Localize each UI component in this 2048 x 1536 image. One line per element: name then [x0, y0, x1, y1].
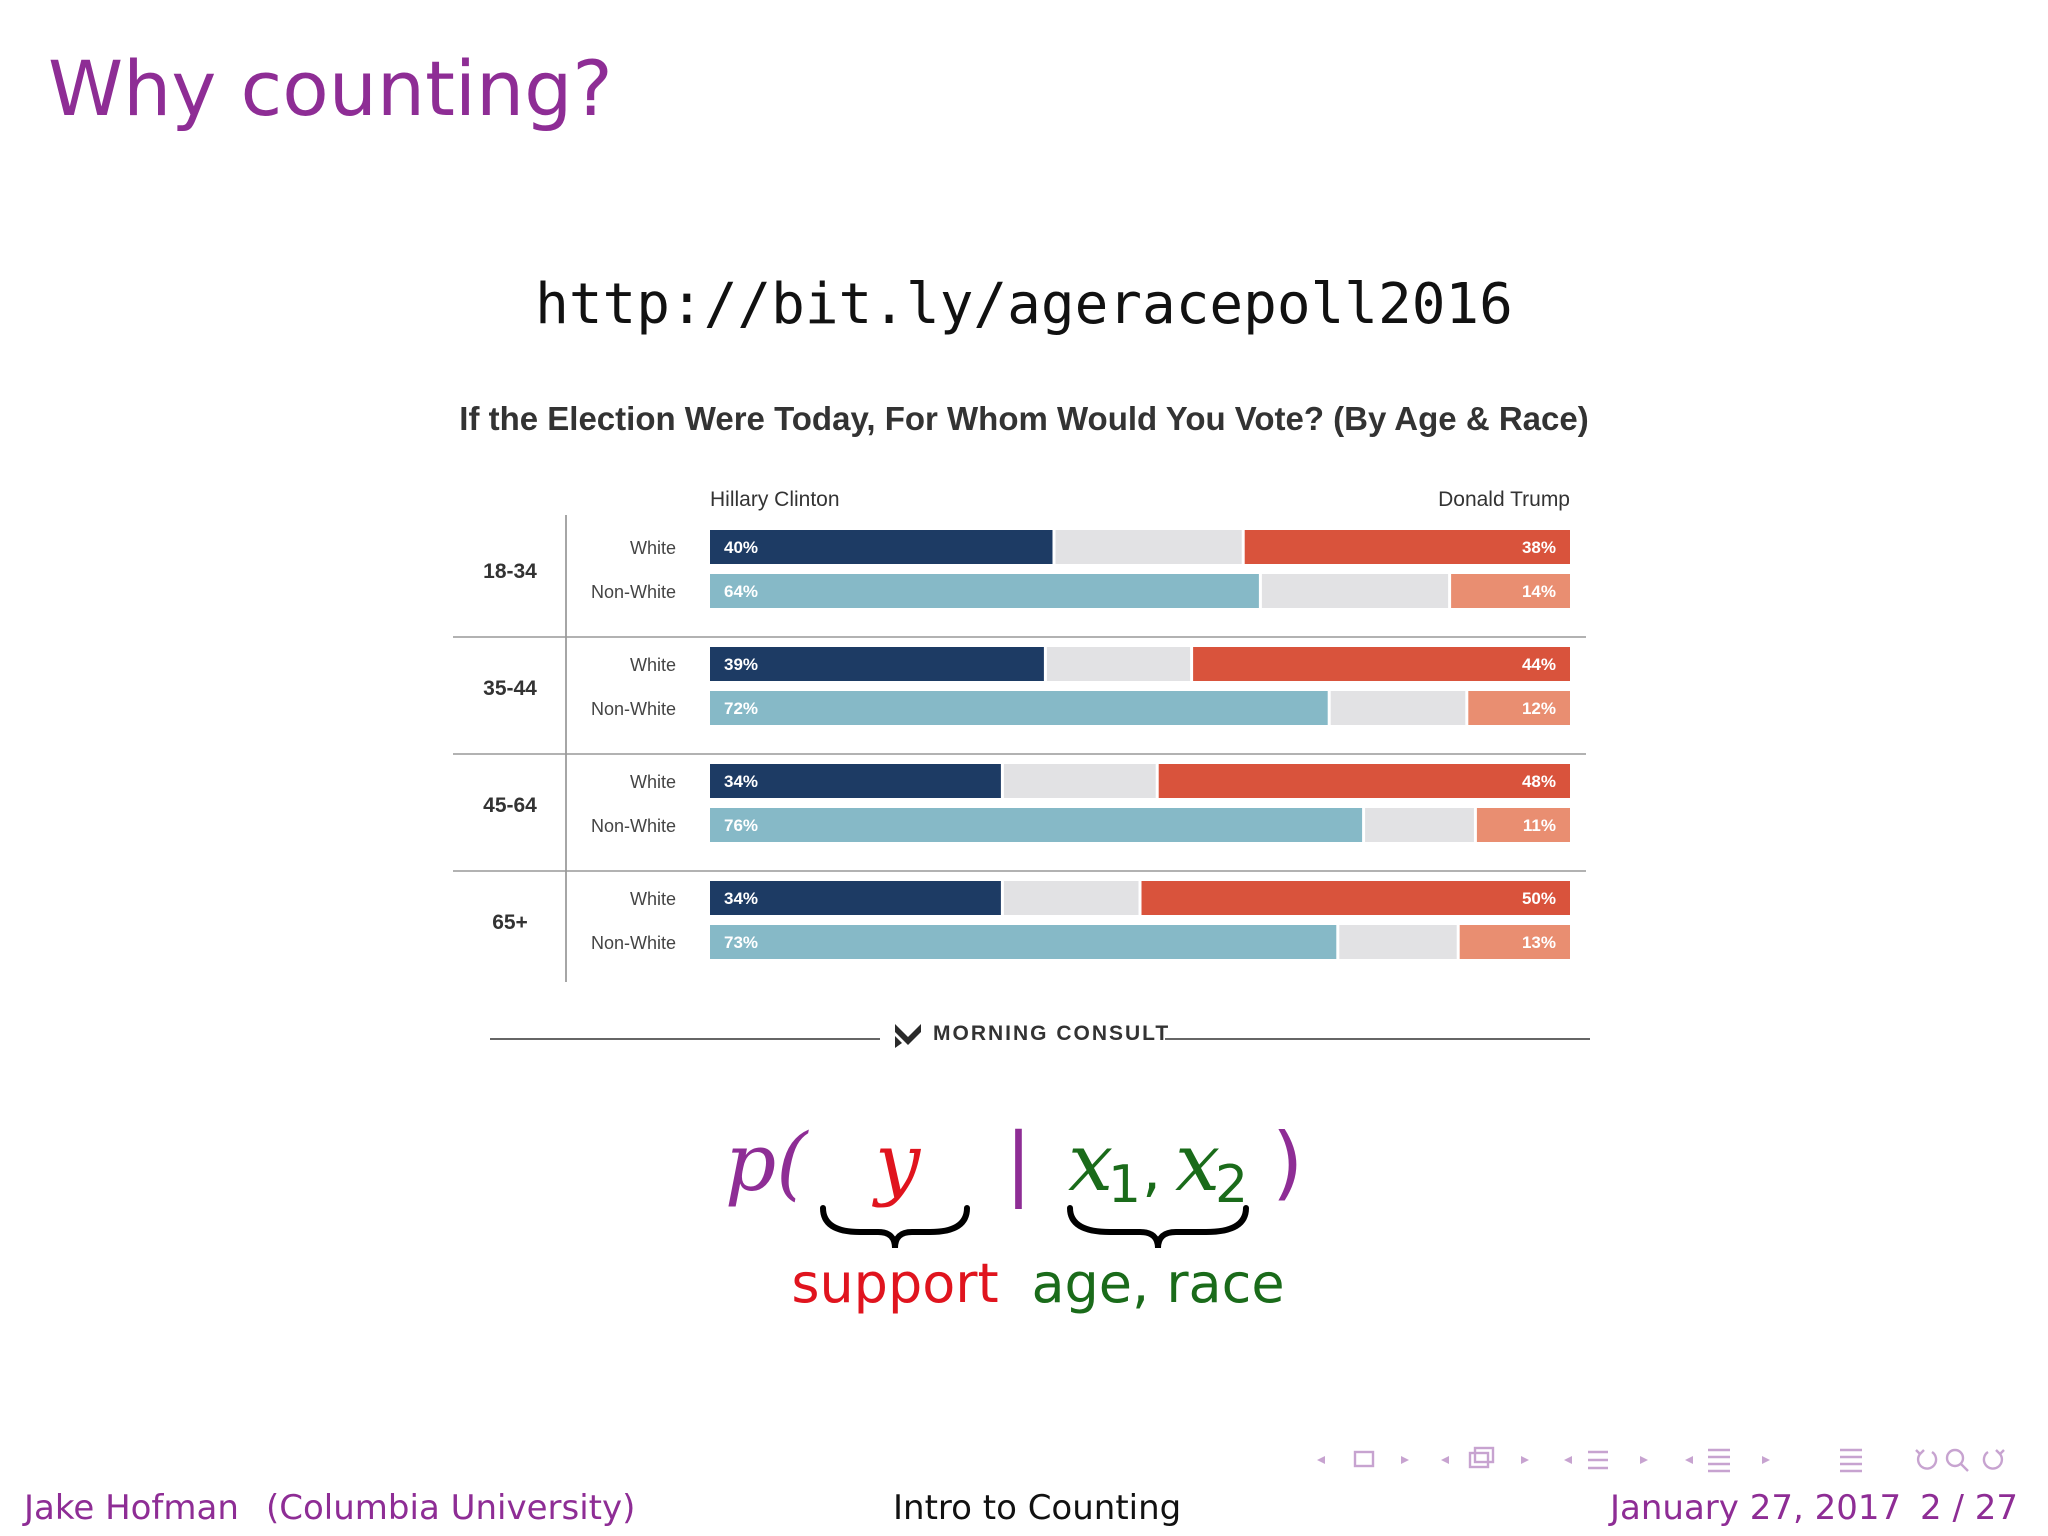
age-group-label: 18-34	[483, 560, 537, 583]
trump-bar	[1140, 881, 1570, 915]
age-group-label: 65+	[492, 911, 528, 934]
formula-given-bar: |	[1005, 1116, 1032, 1210]
formula-close-paren: )	[1272, 1116, 1303, 1209]
nav-subsection-group[interactable]	[1564, 1450, 1648, 1470]
footer-affiliation: (Columbia University)	[266, 1488, 636, 1528]
trump-value-label: 50%	[1522, 889, 1556, 908]
footer-date: January 27, 2017	[1610, 1488, 1902, 1528]
footer-page-number: 2 / 27	[1920, 1488, 2018, 1528]
formula-x1-subscript: 1	[1108, 1155, 1141, 1215]
clinton-bar	[710, 647, 1046, 681]
brand-name: MORNING CONSULT	[933, 1022, 1171, 1045]
trump-bar	[1475, 808, 1570, 842]
support-label: support	[791, 1252, 998, 1315]
trump-value-label: 11%	[1523, 816, 1556, 835]
legend-clinton: Hillary Clinton	[710, 488, 840, 511]
nav-frame-group[interactable]	[1317, 1450, 1409, 1468]
clinton-bar	[710, 881, 1003, 915]
footer-author: Jake Hofman	[24, 1488, 239, 1528]
race-label: White	[630, 772, 676, 792]
nav-search-icons[interactable]	[1915, 1448, 2005, 1472]
trump-value-label: 44%	[1522, 655, 1556, 674]
chart-title: If the Election Were Today, For Whom Wou…	[459, 400, 1589, 437]
trump-bar	[1157, 764, 1570, 798]
covariates-brace-icon	[1067, 1205, 1249, 1249]
formula-x2: x	[1175, 1116, 1220, 1209]
clinton-bar	[710, 925, 1338, 959]
trump-bar	[1191, 647, 1570, 681]
formula-x2-subscript: 2	[1215, 1155, 1248, 1215]
slide-title: Why counting?	[48, 44, 613, 133]
race-label: Non-White	[591, 816, 676, 836]
formula-comma: ,	[1142, 1135, 1161, 1205]
clinton-bar	[710, 530, 1054, 564]
formula-x1: x	[1068, 1116, 1113, 1209]
race-label: White	[630, 538, 676, 558]
clinton-bar	[710, 691, 1330, 725]
support-brace-icon	[820, 1205, 970, 1249]
trump-bar	[1449, 574, 1570, 608]
source-brand: MORNING CONSULT	[0, 1018, 2048, 1054]
trump-value-label: 48%	[1522, 772, 1556, 791]
trump-value-label: 12%	[1522, 699, 1556, 718]
footer-talk-title: Intro to Counting	[893, 1488, 1182, 1528]
trump-value-label: 13%	[1522, 933, 1556, 952]
race-label: White	[630, 655, 676, 675]
age-race-label: age, race	[1031, 1252, 1284, 1315]
trump-value-label: 14%	[1522, 582, 1556, 601]
clinton-bar	[710, 808, 1364, 842]
brand-divider-left	[490, 1038, 880, 1040]
clinton-value-label: 72%	[724, 699, 758, 718]
age-group-label: 35-44	[483, 677, 537, 700]
brand-divider-right	[1165, 1038, 1590, 1040]
clinton-value-label: 39%	[724, 655, 758, 674]
race-label: Non-White	[591, 582, 676, 602]
poll-url[interactable]: http://bit.ly/ageracepoll2016	[535, 272, 1513, 337]
clinton-bar	[710, 574, 1261, 608]
legend-trump: Donald Trump	[1438, 488, 1570, 511]
formula-y: y	[872, 1116, 922, 1209]
beamer-navigation	[1317, 1446, 2005, 1473]
trump-bar	[1243, 530, 1570, 564]
trump-bar	[1466, 691, 1570, 725]
race-label: White	[630, 889, 676, 909]
clinton-value-label: 73%	[724, 933, 758, 952]
race-label: Non-White	[591, 699, 676, 719]
formula-p-open: p(	[725, 1116, 809, 1209]
clinton-bar	[710, 764, 1003, 798]
clinton-value-label: 76%	[724, 816, 758, 835]
trump-value-label: 38%	[1522, 538, 1556, 557]
clinton-value-label: 64%	[724, 582, 758, 601]
race-label: Non-White	[591, 933, 676, 953]
clinton-value-label: 34%	[724, 889, 758, 908]
morning-consult-logo-icon	[895, 1024, 921, 1048]
age-group-label: 45-64	[483, 794, 537, 817]
nav-appendix-icon[interactable]	[1840, 1448, 1862, 1473]
clinton-value-label: 40%	[724, 538, 758, 557]
nav-section-group[interactable]	[1441, 1446, 1529, 1469]
nav-slide-group[interactable]	[1685, 1448, 1770, 1473]
trump-bar	[1458, 925, 1570, 959]
clinton-value-label: 34%	[724, 772, 758, 791]
